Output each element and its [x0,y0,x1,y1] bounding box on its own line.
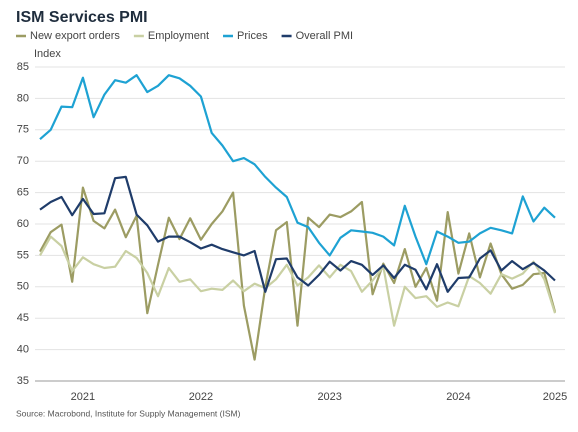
source-note: Source: Macrobond, Institute for Supply … [16,408,241,418]
y-tick-label: 60 [17,218,29,230]
series-line [39,175,556,293]
y-tick-label: 35 [17,375,29,387]
legend-label: Prices [237,30,268,42]
y-tick-label: 50 [17,281,29,293]
y-tick-label: 45 [17,312,29,324]
chart-title: ISM Services PMI [16,9,148,26]
legend-label: Employment [148,30,209,42]
x-tick-label: 2025 [543,391,567,403]
x-tick-label: 2021 [71,391,95,403]
y-tick-label: 75 [17,124,29,136]
y-tick-label: 80 [17,92,29,104]
y-axis-label: Index [34,48,61,60]
y-tick-label: 65 [17,187,29,199]
y-tick-label: 55 [17,249,29,261]
legend-label: New export orders [30,30,120,42]
series-line [39,74,556,266]
x-tick-label: 2022 [189,391,213,403]
x-tick-label: 2024 [446,391,470,403]
legend-label: Overall PMI [296,30,353,42]
series-line [39,186,557,361]
series-line [39,235,557,327]
x-tick-label: 2023 [317,391,341,403]
y-tick-label: 85 [17,61,29,73]
y-tick-label: 40 [17,344,29,356]
y-tick-label: 70 [17,155,29,167]
